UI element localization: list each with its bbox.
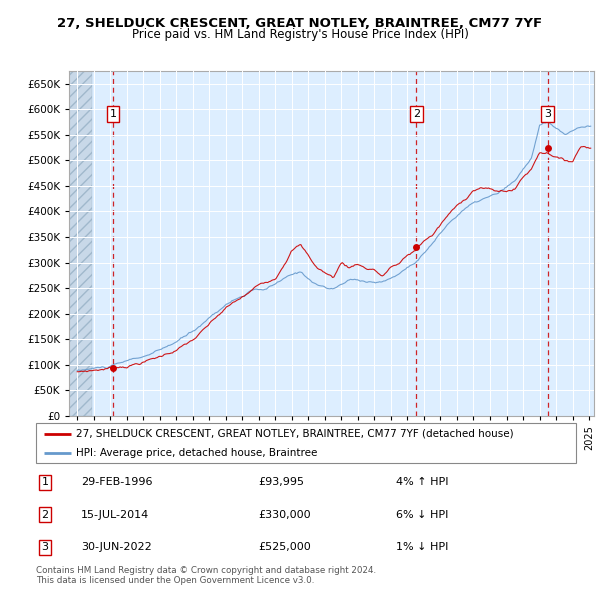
Text: HPI: Average price, detached house, Braintree: HPI: Average price, detached house, Brai… [77,448,318,458]
Text: 29-FEB-1996: 29-FEB-1996 [81,477,152,487]
Text: 1: 1 [109,109,116,119]
Text: 3: 3 [41,542,49,552]
Text: 3: 3 [544,109,551,119]
Text: Price paid vs. HM Land Registry's House Price Index (HPI): Price paid vs. HM Land Registry's House … [131,28,469,41]
Text: £525,000: £525,000 [258,542,311,552]
Text: Contains HM Land Registry data © Crown copyright and database right 2024.
This d: Contains HM Land Registry data © Crown c… [36,566,376,585]
Bar [69,71,92,416]
Text: 2: 2 [41,510,49,520]
Text: £93,995: £93,995 [258,477,304,487]
Text: 6% ↓ HPI: 6% ↓ HPI [396,510,448,520]
Text: 15-JUL-2014: 15-JUL-2014 [81,510,149,520]
Text: 30-JUN-2022: 30-JUN-2022 [81,542,152,552]
Text: 1: 1 [41,477,49,487]
Text: 27, SHELDUCK CRESCENT, GREAT NOTLEY, BRAINTREE, CM77 7YF: 27, SHELDUCK CRESCENT, GREAT NOTLEY, BRA… [58,17,542,30]
FancyBboxPatch shape [36,423,576,463]
Text: 1% ↓ HPI: 1% ↓ HPI [396,542,448,552]
Text: 4% ↑ HPI: 4% ↑ HPI [396,477,449,487]
Text: £330,000: £330,000 [258,510,311,520]
Text: 2: 2 [413,109,420,119]
Text: 27, SHELDUCK CRESCENT, GREAT NOTLEY, BRAINTREE, CM77 7YF (detached house): 27, SHELDUCK CRESCENT, GREAT NOTLEY, BRA… [77,429,514,439]
